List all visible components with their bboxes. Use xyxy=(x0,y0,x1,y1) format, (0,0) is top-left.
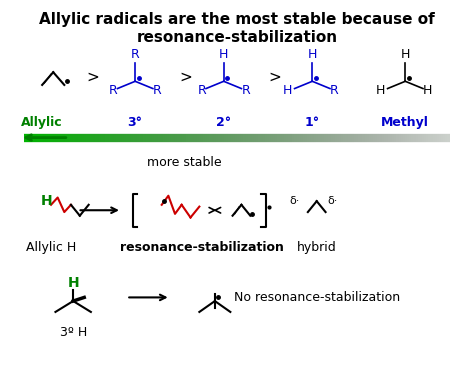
Text: 1°: 1° xyxy=(305,116,320,129)
Text: >: > xyxy=(180,70,192,85)
Text: R: R xyxy=(197,84,206,97)
Text: H: H xyxy=(308,48,317,61)
Text: H: H xyxy=(376,84,385,97)
Text: H: H xyxy=(219,48,228,61)
Text: Allylic H: Allylic H xyxy=(26,241,76,254)
Text: R: R xyxy=(109,84,118,97)
Text: R: R xyxy=(241,84,250,97)
Text: resonance-stabilization: resonance-stabilization xyxy=(119,241,283,254)
Text: H: H xyxy=(423,84,432,97)
Text: Methyl: Methyl xyxy=(382,116,429,129)
Text: R: R xyxy=(131,48,139,61)
Text: 2°: 2° xyxy=(216,116,231,129)
Text: δ·: δ· xyxy=(290,196,300,206)
Text: Allylic radicals are the most stable because of resonance-stabilization: Allylic radicals are the most stable bec… xyxy=(39,12,435,45)
Text: R: R xyxy=(153,84,162,97)
Text: 3º H: 3º H xyxy=(60,326,87,340)
Text: R: R xyxy=(330,84,339,97)
Text: hybrid: hybrid xyxy=(297,241,337,254)
Text: >: > xyxy=(268,70,281,85)
Text: H: H xyxy=(283,84,292,97)
Text: 3°: 3° xyxy=(128,116,143,129)
Text: H: H xyxy=(401,48,410,61)
Text: Allylic: Allylic xyxy=(21,116,63,129)
Text: δ·: δ· xyxy=(327,196,337,206)
Text: No resonance-stabilization: No resonance-stabilization xyxy=(234,291,400,304)
Text: H: H xyxy=(41,194,53,208)
Text: >: > xyxy=(87,70,100,85)
Text: more stable: more stable xyxy=(146,156,221,169)
Text: H: H xyxy=(67,276,79,290)
